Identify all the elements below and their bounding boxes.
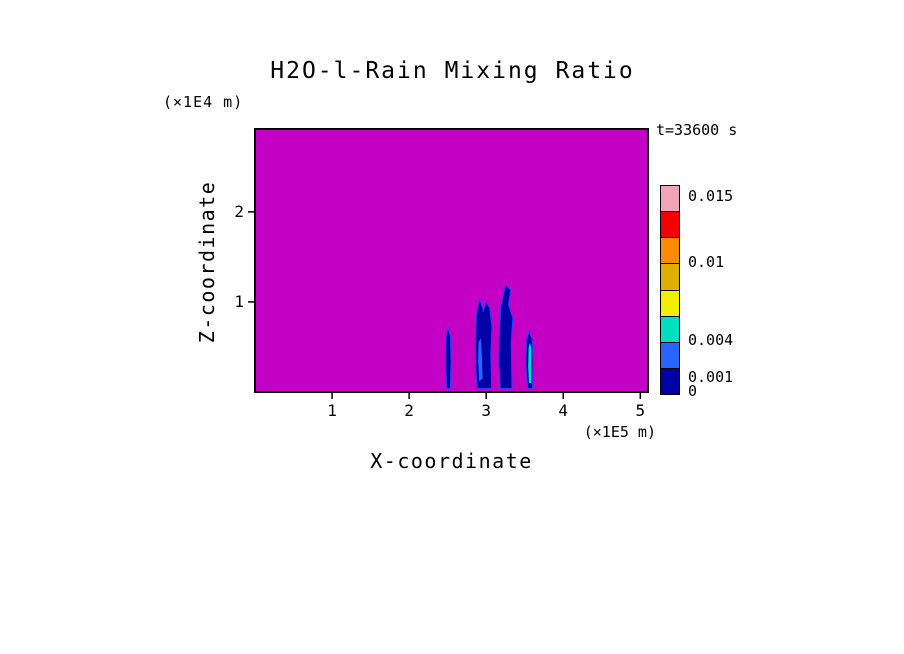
colorbar-cell-1 bbox=[660, 211, 680, 239]
colorbar-label-0: 0 bbox=[688, 382, 698, 400]
field-background bbox=[255, 129, 648, 392]
x-tick-label-2: 2 bbox=[404, 401, 414, 420]
rain-cell-2 bbox=[474, 297, 493, 389]
colorbar-cell-3 bbox=[660, 263, 680, 291]
x-tick-label-1: 1 bbox=[327, 401, 337, 420]
colorbar bbox=[660, 185, 680, 395]
time-annotation: t=33600 s bbox=[656, 121, 738, 139]
colorbar-cell-6 bbox=[660, 341, 680, 369]
rain-shaft-4-core bbox=[528, 342, 532, 383]
y-tick-label-2: 2 bbox=[234, 201, 244, 221]
x-tick-label-3: 3 bbox=[481, 401, 491, 420]
colorbar-cell-5 bbox=[660, 315, 680, 343]
y-tick-label-1: 1 bbox=[234, 291, 244, 311]
x-tick-label-4: 4 bbox=[558, 401, 569, 420]
x-axis-units: (×1E5 m) bbox=[583, 423, 656, 441]
colorbar-label-0.01: 0.01 bbox=[688, 253, 725, 272]
rain-cell-3 bbox=[498, 283, 514, 389]
plot-frame bbox=[254, 128, 649, 393]
colorbar-label-0.001: 0.001 bbox=[688, 367, 734, 386]
rain-cell-2-core bbox=[478, 338, 483, 382]
colorbar-cell-7 bbox=[660, 367, 680, 395]
colorbar-cell-2 bbox=[660, 237, 680, 265]
colorbar-label-0.015: 0.015 bbox=[688, 186, 734, 205]
y-axis-label: Z-coordinate bbox=[195, 180, 219, 344]
rain-shaft-1 bbox=[445, 327, 452, 389]
x-tick-label-5: 5 bbox=[635, 401, 646, 420]
colorbar-cell-4 bbox=[660, 289, 680, 317]
plot-area bbox=[248, 128, 649, 399]
colorbar-label-0.004: 0.004 bbox=[688, 330, 734, 349]
y-axis-units: (×1E4 m) bbox=[163, 93, 244, 111]
chart-title: H2O-l-Rain Mixing Ratio bbox=[270, 58, 635, 84]
colorbar-cell-0 bbox=[660, 185, 680, 213]
x-axis-label: X-coordinate bbox=[370, 449, 533, 473]
